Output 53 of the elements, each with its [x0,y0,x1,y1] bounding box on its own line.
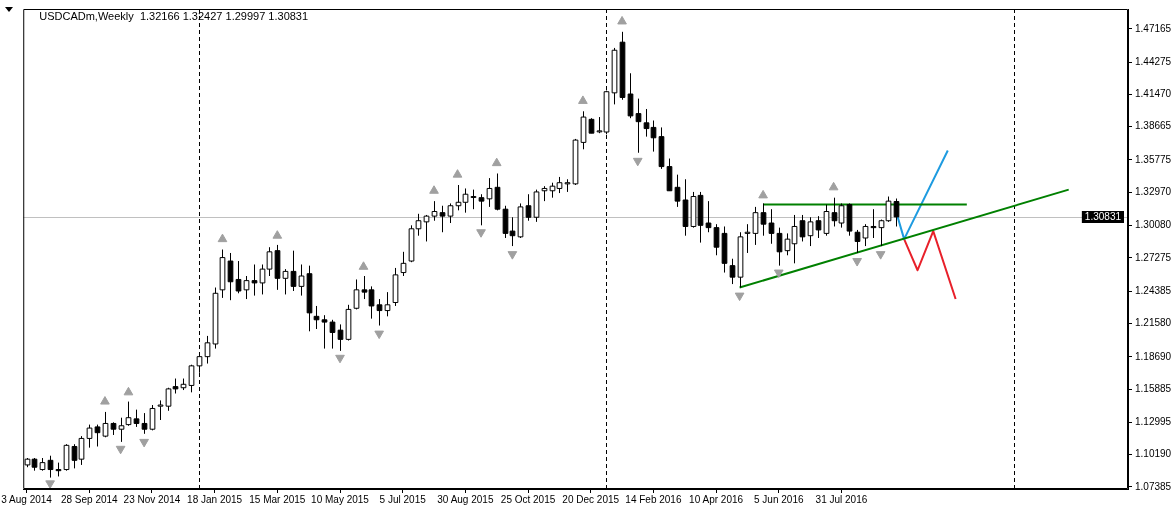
y-tick-label: 1.10190 [1135,448,1172,460]
point [617,15,627,25]
x-tick-label: 30 Aug 2015 [437,493,494,505]
point [734,292,745,302]
x-tick-label: 3 Aug 2014 [1,493,53,505]
y-tick-label: 1.18690 [1135,350,1172,362]
x-tick-label: 28 Sep 2014 [60,493,119,505]
y-tick-label: 1.47165 [1135,22,1172,34]
x-tick-label: 10 May 2015 [311,493,370,505]
point [773,269,784,279]
x-tick-label: 20 Dec 2015 [562,493,620,505]
point [429,185,439,194]
point [115,445,126,455]
y-tick-label: 1.12995 [1135,416,1172,428]
point [875,251,886,260]
point [139,438,149,448]
y-tick-label: 1.27275 [1135,251,1172,263]
y-tick-label: 1.38665 [1135,120,1172,132]
point [578,95,588,104]
point [476,229,486,238]
x-tick-label: 5 Jul 2015 [379,493,427,505]
x-tick-label: 25 Oct 2015 [500,493,556,505]
x-tick-label: 5 Jun 2016 [754,493,804,505]
y-tick-label: 1.44275 [1135,55,1172,67]
y-tick-label: 1.07385 [1135,480,1172,492]
point [45,480,55,489]
x-tick-label: 23 Nov 2014 [123,493,181,505]
point [507,251,518,260]
y-tick-label: 1.35775 [1135,153,1172,165]
x-tick-label: 18 Jan 2015 [187,493,243,505]
chart-title: USDCADm,Weekly 1.32166 1.32427 1.29997 1.30831 [39,10,309,23]
x-tick-label: 31 Jul 2016 [815,493,868,505]
x-tick-label: 15 Mar 2015 [249,493,306,505]
point [374,330,385,340]
y-tick-label: 1.21580 [1135,317,1172,329]
ref-line-label: 1.30831 [1084,210,1122,222]
point [272,230,283,239]
point [852,258,862,267]
y-tick-label: 1.32970 [1135,186,1172,198]
point [217,233,228,243]
point [491,157,502,167]
point [358,261,369,270]
y-tick-label: 1.30080 [1135,219,1172,231]
y-tick-label: 1.41470 [1135,88,1172,100]
point [632,157,643,167]
y-tick-label: 1.24385 [1135,284,1172,296]
point [758,189,768,199]
point [452,169,463,178]
y-tick-label: 1.15885 [1135,382,1172,394]
point [828,181,839,191]
x-tick-label: 14 Feb 2016 [625,493,682,505]
point [335,354,345,364]
x-tick-label: 10 Apr 2016 [689,493,744,505]
